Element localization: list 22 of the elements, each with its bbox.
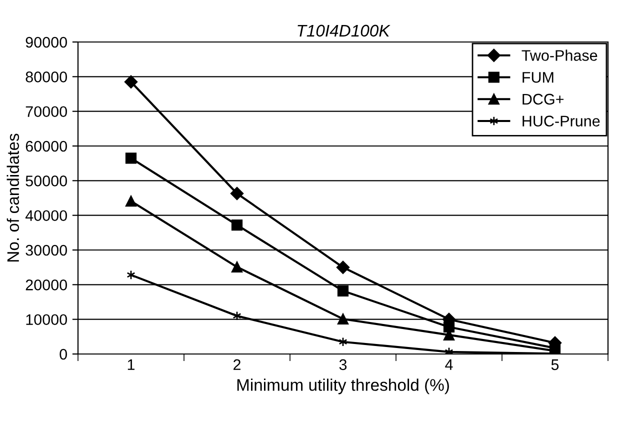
x-tick-label: 3 [339, 359, 347, 370]
y-tick-label: 10000 [26, 314, 67, 326]
y-tick-label: 30000 [26, 244, 67, 256]
y-tick-label: 40000 [25, 210, 67, 222]
y-axis-title: No. of candidates [6, 134, 20, 262]
legend-label: Two-Phase [522, 50, 598, 61]
y-tick-label: 60000 [26, 140, 67, 152]
legend-label: DCG+ [522, 94, 564, 105]
legend-label: FUM [522, 72, 554, 83]
y-tick-label: 0 [60, 348, 67, 360]
x-tick-label: 2 [234, 359, 240, 370]
x-tick-label: 5 [551, 359, 559, 370]
x-tick-label: 4 [445, 359, 453, 370]
y-tick-label: 20000 [26, 280, 67, 290]
y-tick-label: 50000 [26, 176, 67, 186]
chart-title: T10I4D100K [298, 24, 390, 37]
x-tick-label: 1 [128, 359, 135, 370]
x-axis-title: Minimum utility threshold (%) [237, 378, 449, 394]
y-tick-label: 90000 [26, 36, 67, 48]
y-tick-label: 80000 [26, 72, 67, 82]
y-tick-label: 70000 [26, 106, 67, 118]
legend-label: HUC-Prune [522, 116, 600, 127]
